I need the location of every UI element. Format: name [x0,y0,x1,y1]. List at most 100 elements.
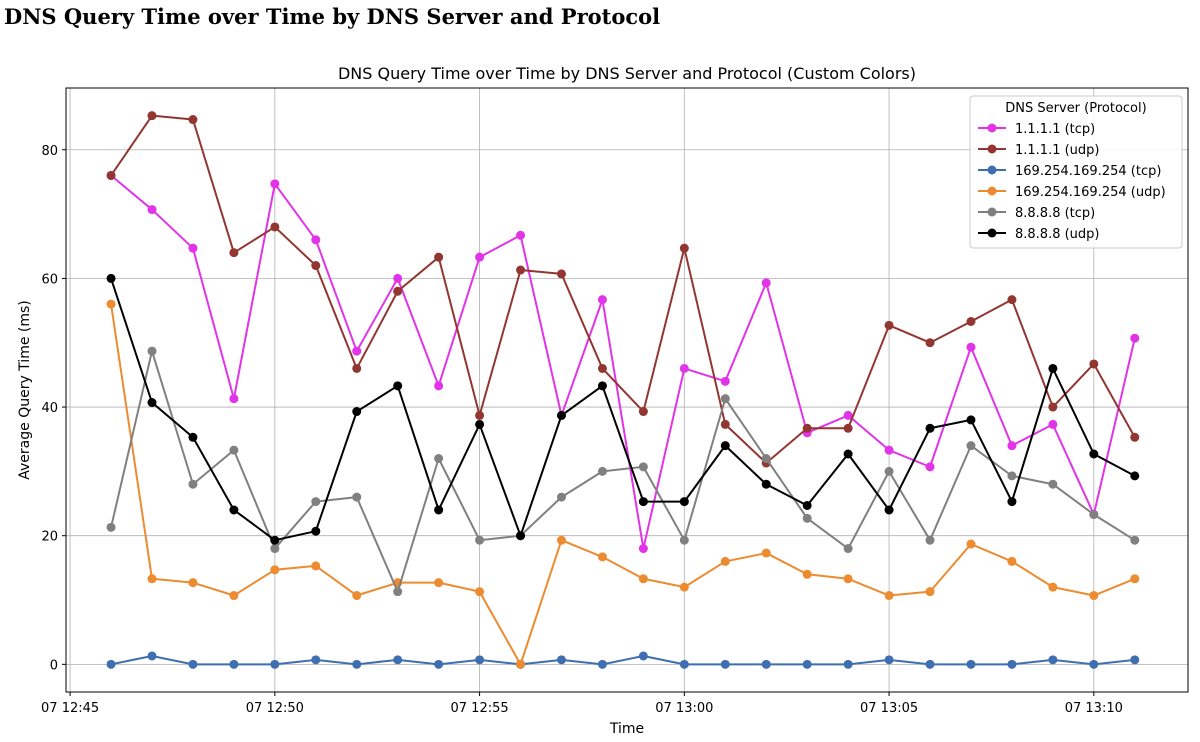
data-point [229,505,239,515]
data-point [761,548,771,558]
data-point [802,513,812,523]
data-point [229,394,239,404]
legend-title: DNS Server (Protocol) [1005,101,1146,116]
data-point [106,659,116,669]
data-point [434,505,444,515]
series-line [110,654,1135,666]
data-point [802,569,812,579]
data-point [311,526,321,536]
page-title: DNS Query Time over Time by DNS Server a… [4,4,661,29]
data-point [884,655,894,665]
data-point [147,205,157,215]
series-1 [106,111,1140,468]
data-point [352,346,362,356]
data-point [761,659,771,669]
data-point [475,587,485,597]
data-point [925,338,935,348]
data-point [720,376,730,386]
series-lines [106,111,1140,669]
data-point [1089,509,1099,519]
data-point [229,659,239,669]
series-5 [106,273,1140,545]
data-point [1130,574,1140,584]
data-point [638,651,648,661]
y-tick-label: 0 [50,658,58,673]
data-point [1048,479,1058,489]
data-point [311,561,321,571]
data-point [270,535,280,545]
data-point [925,535,935,545]
data-point [597,381,607,391]
data-point [352,492,362,502]
data-point [720,394,730,404]
data-point [925,659,935,669]
data-point [352,407,362,417]
data-point [188,479,198,489]
data-point [516,265,526,275]
legend-item: 8.8.8.8 (tcp) [978,206,1095,221]
legend: DNS Server (Protocol) 1.1.1.1 (tcp) 1.1.1.… [969,95,1183,249]
legend-swatch-marker [987,123,997,133]
y-tick-label: 20 [41,530,58,545]
data-point [556,492,566,502]
data-point [597,659,607,669]
data-point [229,591,239,601]
data-point [147,398,157,408]
data-point [843,449,853,459]
series-line [110,174,1136,550]
data-point [188,243,198,253]
data-point [1007,441,1017,451]
data-point [147,651,157,661]
data-point [270,659,280,669]
data-point [516,531,526,541]
legend-swatch-marker [987,228,997,238]
data-point [475,655,485,665]
data-point [188,432,198,442]
data-point [1048,402,1058,412]
data-point [434,659,444,669]
data-point [966,415,976,425]
data-point [147,346,157,356]
data-point [1007,471,1017,481]
data-point [966,316,976,326]
data-point [679,363,689,373]
x-tick-label: 07 12:50 [246,701,304,716]
data-point [679,535,689,545]
y-tick-label: 40 [41,401,58,416]
data-point [1048,582,1058,592]
data-point [597,295,607,305]
data-point [1089,591,1099,601]
data-point [475,252,485,262]
data-point [270,565,280,575]
data-point [843,659,853,669]
legend-swatch-marker [987,207,997,217]
data-point [679,659,689,669]
data-point [311,655,321,665]
data-point [1007,659,1017,669]
x-tick-label: 07 12:55 [451,701,509,716]
data-point [720,441,730,451]
data-point [843,410,853,420]
data-point [1048,363,1058,373]
data-point [638,497,648,507]
data-point [556,269,566,279]
data-point [147,574,157,584]
data-point [761,479,771,489]
legend-swatch-marker [987,186,997,196]
data-point [270,544,280,554]
x-tick-label: 07 12:45 [41,701,99,716]
data-point [843,423,853,433]
series-3 [106,299,1140,669]
legend-box [969,95,1183,249]
data-point [188,578,198,588]
data-point [679,243,689,253]
data-point [720,556,730,566]
data-point [720,659,730,669]
series-line [110,350,1136,593]
data-point [679,582,689,592]
data-point [106,299,116,309]
data-point [1007,497,1017,507]
plot-frame [65,87,1189,693]
data-point [188,659,198,669]
data-point [147,111,157,121]
